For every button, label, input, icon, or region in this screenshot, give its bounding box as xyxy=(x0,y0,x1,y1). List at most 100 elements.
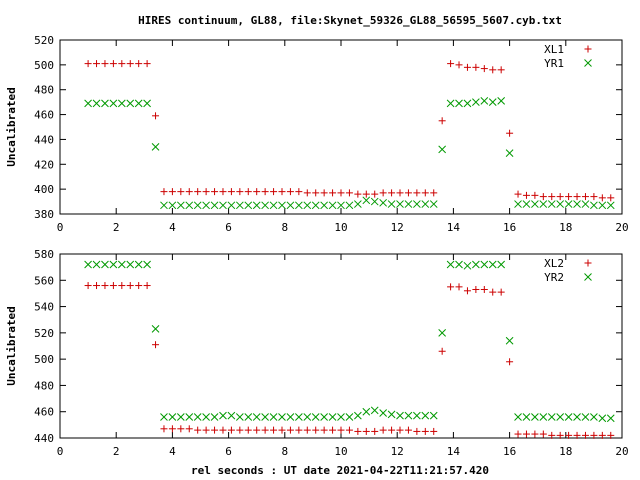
data-point xyxy=(244,201,253,210)
data-point xyxy=(160,201,168,210)
data-point xyxy=(404,189,412,197)
data-point xyxy=(413,427,421,435)
y-tick-label: 520 xyxy=(34,34,54,47)
x-tick-label: 14 xyxy=(447,445,461,458)
series-XL1 xyxy=(84,60,615,202)
x-tick-label: 4 xyxy=(169,445,176,458)
panel-1: 0 2 4 6 8 10 12 14 16 18 20 380 400 420 440 460 480 500 52… xyxy=(5,34,629,234)
data-point xyxy=(270,426,278,434)
data-point xyxy=(573,413,581,421)
data-point xyxy=(253,426,261,434)
data-point xyxy=(480,97,489,105)
y-tick-label: 520 xyxy=(34,327,54,340)
data-point xyxy=(497,260,506,269)
data-point xyxy=(598,194,606,202)
data-point xyxy=(211,188,219,196)
y-tick-label: 400 xyxy=(34,183,54,196)
data-point xyxy=(514,190,522,198)
x-tick-label: 8 xyxy=(281,445,288,458)
data-point xyxy=(531,200,539,208)
y-tick-label: 460 xyxy=(34,109,54,122)
data-point xyxy=(93,60,101,68)
y-tick-label: 480 xyxy=(34,379,54,392)
data-point xyxy=(185,201,194,210)
data-point xyxy=(489,288,497,296)
data-point xyxy=(564,413,573,421)
data-point xyxy=(488,98,497,106)
data-point xyxy=(320,201,328,210)
data-point xyxy=(168,201,177,210)
data-point xyxy=(210,413,219,421)
data-point xyxy=(556,200,565,208)
y-tick-label: 440 xyxy=(34,133,54,146)
data-point xyxy=(261,201,269,210)
data-point xyxy=(84,260,92,269)
data-point xyxy=(235,201,244,210)
data-point xyxy=(455,283,463,291)
data-point xyxy=(531,191,539,199)
data-point xyxy=(506,358,514,366)
data-point xyxy=(446,260,455,269)
data-point xyxy=(219,411,227,420)
data-point xyxy=(607,431,615,439)
data-point xyxy=(396,411,404,420)
data-point xyxy=(463,261,472,270)
data-point xyxy=(303,413,312,421)
data-point xyxy=(295,426,303,434)
data-point xyxy=(547,413,556,421)
data-point xyxy=(101,282,109,290)
data-point xyxy=(185,188,193,196)
x-tick-label: 4 xyxy=(169,221,176,234)
data-point xyxy=(556,431,564,439)
data-point xyxy=(455,61,463,69)
data-point xyxy=(84,60,92,68)
data-point xyxy=(354,411,362,420)
data-point xyxy=(480,285,488,293)
data-point xyxy=(126,260,135,269)
legend-label: XL2 xyxy=(544,257,564,270)
data-point xyxy=(565,193,573,201)
data-point xyxy=(227,201,236,210)
data-point xyxy=(320,189,328,197)
data-point xyxy=(152,112,160,120)
data-point xyxy=(362,190,370,198)
data-point xyxy=(143,60,151,68)
data-point xyxy=(548,193,556,201)
data-point xyxy=(176,201,185,210)
legend-marker xyxy=(584,59,592,67)
data-point xyxy=(480,260,489,269)
data-point xyxy=(185,425,193,433)
legend-label: XL1 xyxy=(544,43,564,56)
data-point xyxy=(371,190,379,198)
x-tick-label: 12 xyxy=(391,221,404,234)
data-point xyxy=(396,426,404,434)
data-point xyxy=(294,413,303,421)
data-point xyxy=(109,282,117,290)
y-tick-label: 500 xyxy=(34,353,54,366)
data-point xyxy=(202,413,210,421)
data-point xyxy=(101,260,109,269)
data-point xyxy=(117,260,126,269)
x-tick-label: 8 xyxy=(281,221,288,234)
data-point xyxy=(278,426,286,434)
data-point xyxy=(84,99,92,108)
data-point xyxy=(227,426,235,434)
data-point xyxy=(404,200,413,208)
x-tick-label: 20 xyxy=(615,445,628,458)
data-point xyxy=(581,431,589,439)
data-point xyxy=(606,201,615,210)
x-tick-label: 12 xyxy=(391,445,404,458)
data-point xyxy=(303,426,311,434)
data-point xyxy=(522,200,531,208)
data-point xyxy=(556,193,564,201)
data-point xyxy=(244,426,252,434)
data-point xyxy=(134,99,143,108)
data-point xyxy=(362,407,371,416)
data-point xyxy=(194,426,202,434)
data-point xyxy=(396,189,404,197)
data-point xyxy=(472,285,480,293)
data-point xyxy=(185,413,194,421)
legend-marker xyxy=(584,45,592,53)
data-point xyxy=(261,413,269,421)
y-tick-label: 580 xyxy=(34,248,54,261)
